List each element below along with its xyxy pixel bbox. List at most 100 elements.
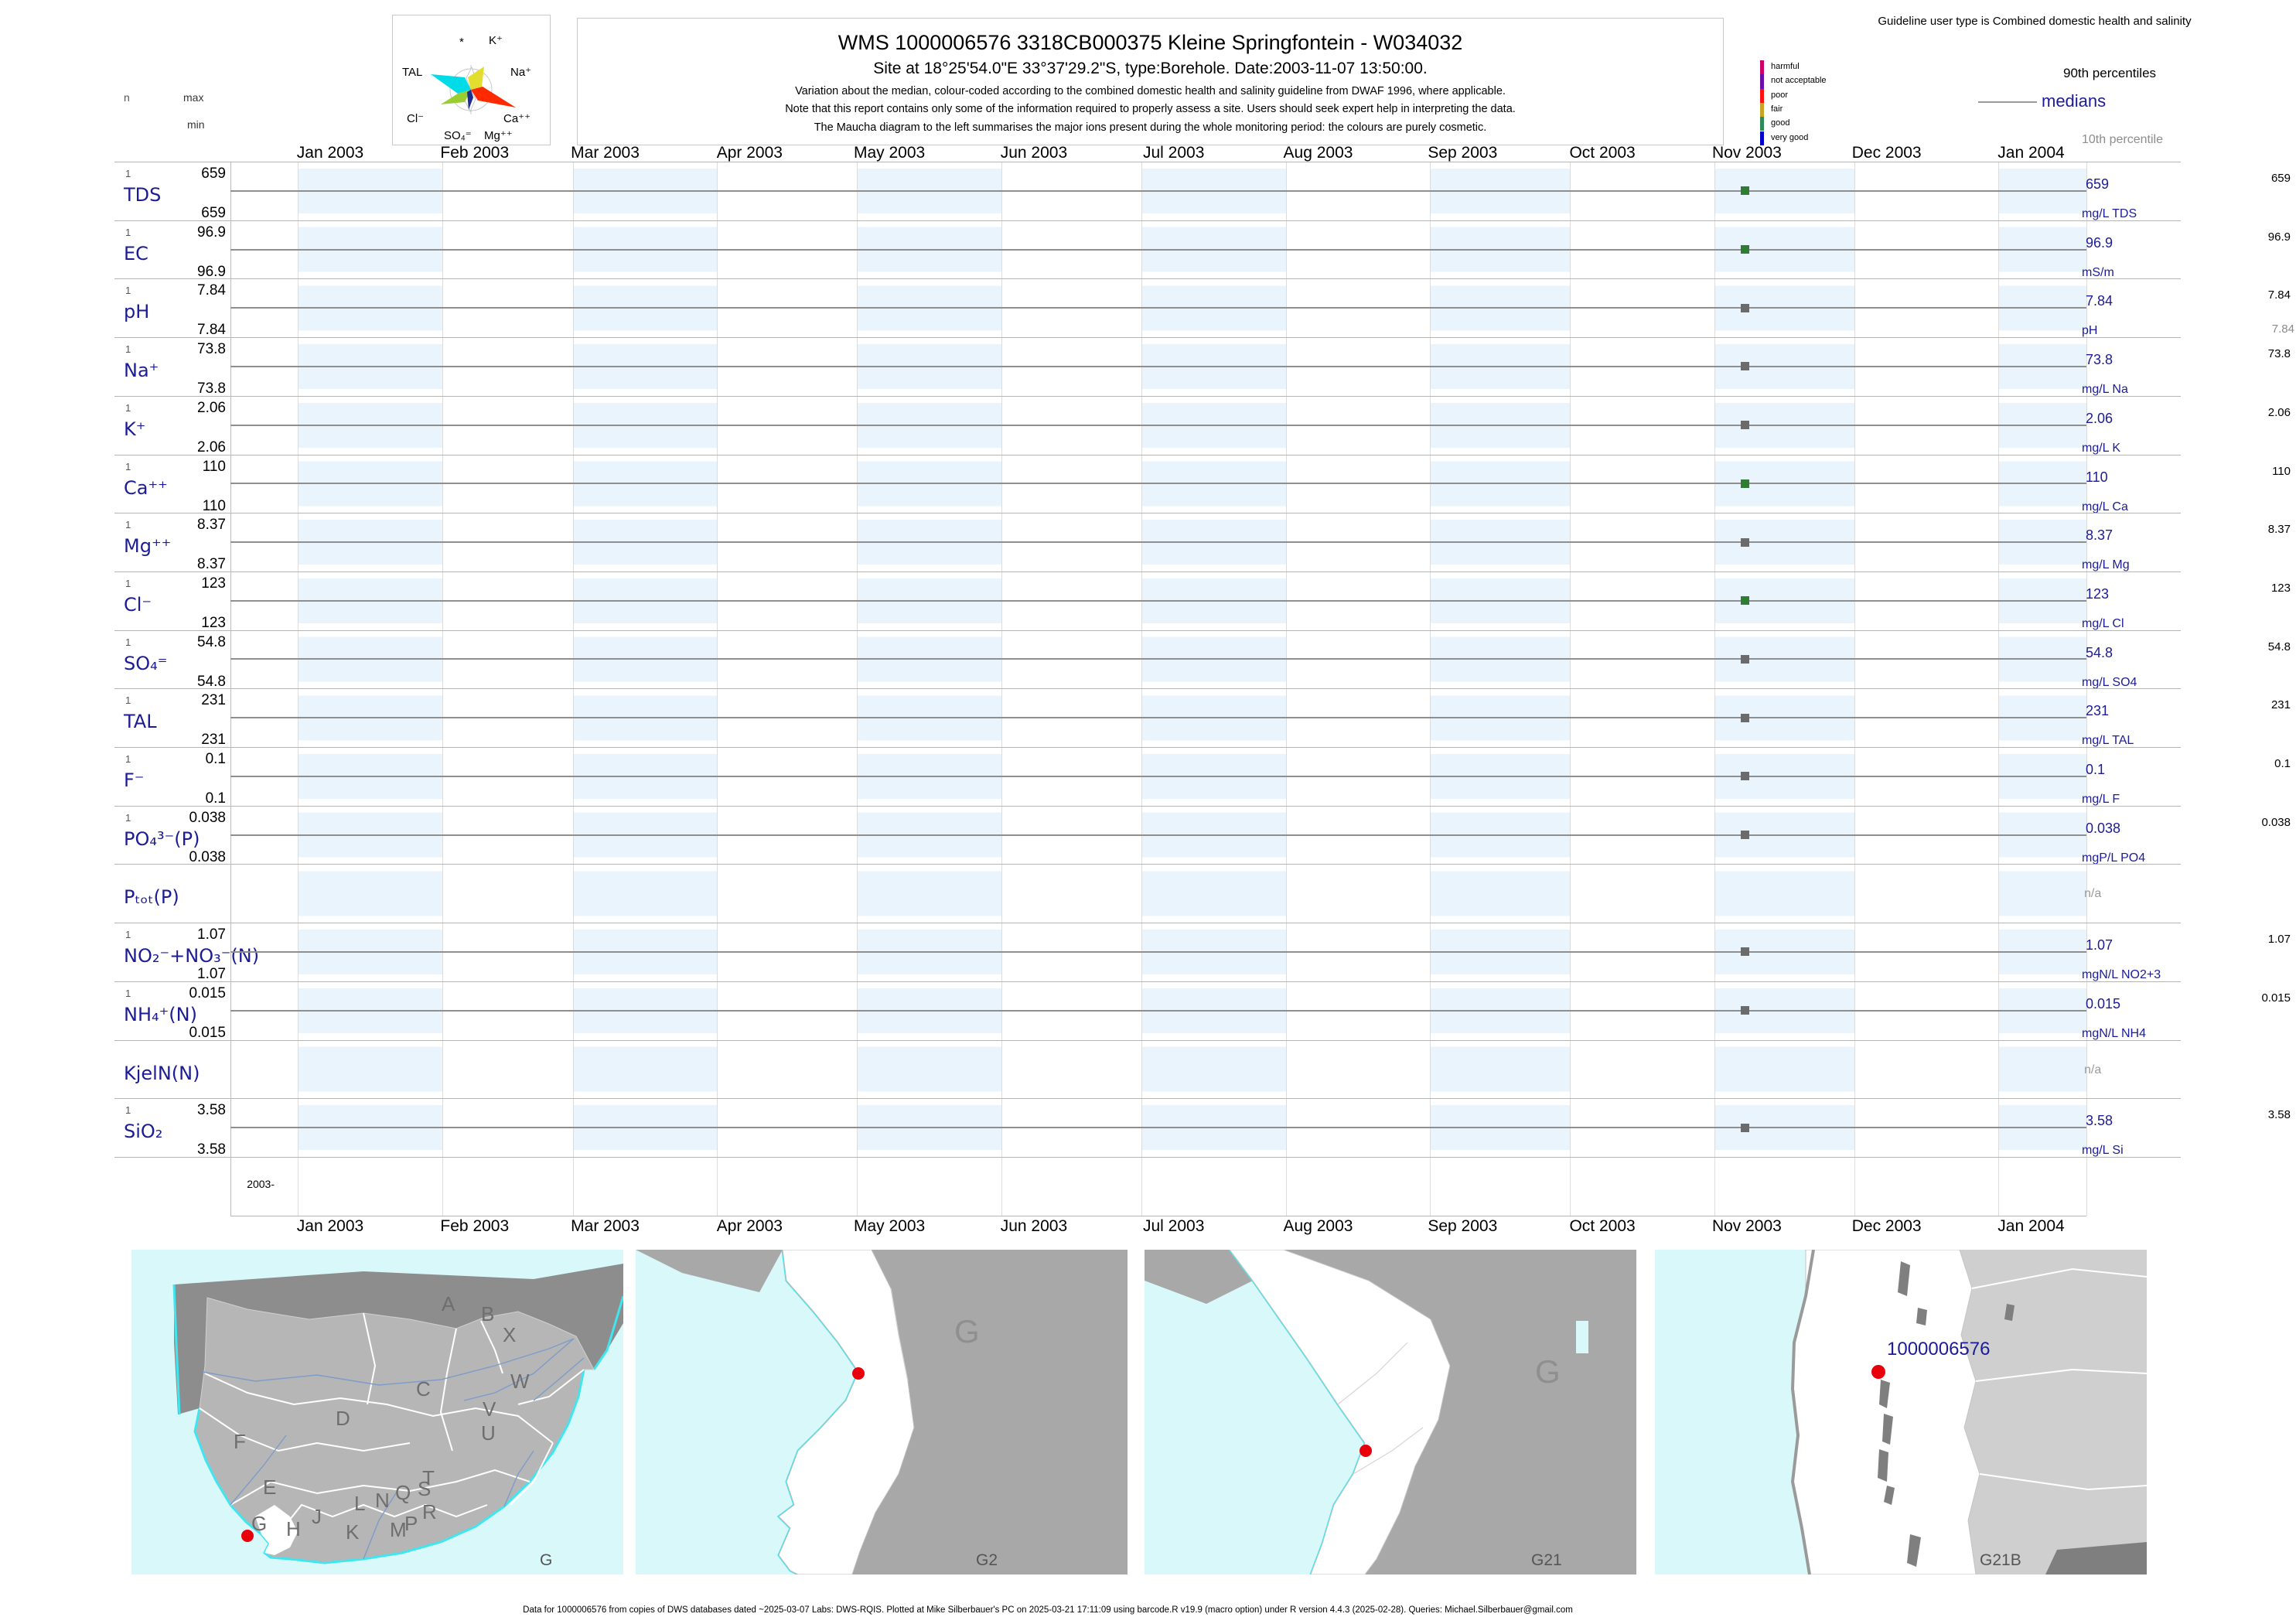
row-median: 3.58 — [2086, 1113, 2113, 1129]
axis-tick — [1141, 1156, 1142, 1216]
region-letter: G — [251, 1512, 267, 1535]
row-name: TAL — [124, 711, 157, 733]
axis-tick — [1998, 1156, 2000, 1216]
guideline-class-swatch — [1760, 117, 1764, 131]
row-median: 8.37 — [2086, 527, 2113, 544]
median-line — [230, 483, 2086, 485]
sample-marker — [1741, 947, 1750, 957]
river — [202, 1338, 575, 1386]
row-median: 7.84 — [2086, 293, 2113, 309]
guideline-title: Guideline user type is Combined domestic… — [1878, 15, 2192, 28]
mountain-patch — [1878, 1449, 1888, 1482]
site-dot — [852, 1367, 865, 1380]
region-letter: W — [510, 1370, 530, 1393]
row-name: Cl⁻ — [124, 593, 152, 616]
coastline — [592, 1295, 623, 1370]
row-count: 1 — [125, 285, 131, 297]
median-label: medians — [2042, 91, 2107, 111]
row-separator — [114, 337, 2181, 339]
axis-tick — [1285, 1156, 1287, 1216]
site-dot — [1360, 1445, 1372, 1457]
guideline-class-swatch — [1760, 88, 1764, 103]
month-label-bottom: Mar 2003 — [571, 1217, 640, 1235]
maucha-legend-box: * K⁺ TAL Na⁺ Cl⁻ Ca⁺⁺ SO₄⁼ Mg⁺⁺ — [392, 15, 551, 145]
n-legend: n — [124, 91, 130, 104]
median-line — [230, 424, 2086, 426]
median-line — [230, 1009, 2086, 1012]
region-letter: S — [418, 1477, 431, 1500]
row-unit: mg/L SO4 — [2082, 675, 2137, 689]
region-letter: F — [234, 1430, 246, 1453]
month-label-top: May 2003 — [853, 144, 926, 162]
row-median: 0.015 — [2086, 995, 2121, 1012]
inner-border — [890, 1288, 909, 1382]
median-line — [230, 950, 2086, 953]
month-label-bottom: Sep 2003 — [1428, 1217, 1498, 1235]
maucha-label-tal: TAL — [402, 66, 422, 79]
row-count: 1 — [125, 694, 131, 707]
catchment-border — [517, 1369, 585, 1405]
axis-tick — [1570, 1156, 1571, 1216]
maucha-label-mg: Mg⁺⁺ — [484, 129, 513, 142]
region-letter: J — [312, 1505, 322, 1528]
row-separator — [114, 1098, 2181, 1100]
month-label-top: Aug 2003 — [1283, 144, 1353, 162]
row-min: 2.06 — [197, 438, 226, 455]
row-min: 7.84 — [197, 322, 226, 339]
axis-tick — [1714, 1156, 1715, 1216]
month-label-bottom: Oct 2003 — [1569, 1217, 1636, 1235]
report-title: WMS 1000006576 3318CB000375 Kleine Sprin… — [838, 31, 1463, 54]
row-separator — [114, 220, 2181, 221]
row-median: 231 — [2086, 703, 2110, 719]
median-line — [230, 189, 2086, 192]
row-p90: 7.84 — [2267, 288, 2291, 302]
row-median: 659 — [2086, 176, 2110, 192]
map-corner-label: G — [540, 1551, 552, 1569]
region-letter: U — [481, 1421, 496, 1445]
median-line — [230, 248, 2086, 251]
row-p90: 3.58 — [2267, 1108, 2291, 1122]
month-label-top: Oct 2003 — [1569, 144, 1636, 162]
month-label-top: Jun 2003 — [1000, 144, 1068, 162]
row-unit: mg/L Na — [2082, 383, 2128, 397]
region-letter: H — [286, 1517, 301, 1540]
land-northwest — [636, 1250, 783, 1292]
row-p10: 7.84 — [2271, 322, 2294, 336]
header-box: WMS 1000006576 3318CB000375 Kleine Sprin… — [577, 18, 1724, 145]
max-legend: max — [183, 91, 204, 104]
guideline-class-swatch — [1760, 102, 1764, 118]
row-count: 1 — [125, 987, 131, 999]
row-min: 659 — [201, 205, 226, 221]
row-median: 110 — [2086, 469, 2108, 485]
row-unit: mg/L K — [2082, 441, 2121, 455]
axis-tick — [1854, 1156, 1855, 1216]
sample-marker — [1741, 479, 1750, 488]
row-count: 1 — [125, 1104, 131, 1117]
row-p90: 231 — [2270, 698, 2291, 712]
row-separator — [114, 805, 2181, 807]
month-label-top: Jan 2003 — [296, 144, 364, 162]
catchment-border — [510, 1442, 554, 1506]
row-unit: mgN/L NO2+3 — [2082, 968, 2161, 982]
maucha-label-na: Na⁺ — [510, 66, 531, 79]
catchment-border — [480, 1320, 503, 1374]
row-max: 0.1 — [205, 751, 226, 767]
row-separator — [114, 278, 2181, 280]
guideline-class-label: very good — [1771, 132, 1809, 142]
row-na: n/a — [2084, 887, 2102, 901]
row-median: 2.06 — [2086, 410, 2113, 426]
sample-marker — [1741, 1006, 1750, 1015]
row-p90: 659 — [2270, 172, 2291, 185]
region-letter: R — [422, 1500, 437, 1523]
coast-dunes — [1790, 1250, 1815, 1575]
row-name: NO₂⁻+NO₃⁻(N) — [124, 945, 260, 967]
map-region-g21: G G21 — [1145, 1250, 1636, 1575]
catchment-border — [199, 1407, 411, 1452]
region-letter: L — [354, 1492, 365, 1515]
median-line — [230, 775, 2086, 777]
row-unit: pH — [2082, 324, 2098, 338]
row-name: SO₄⁼ — [124, 652, 168, 674]
maucha-label-k: K⁺ — [489, 34, 503, 47]
row-count: 1 — [125, 460, 131, 473]
